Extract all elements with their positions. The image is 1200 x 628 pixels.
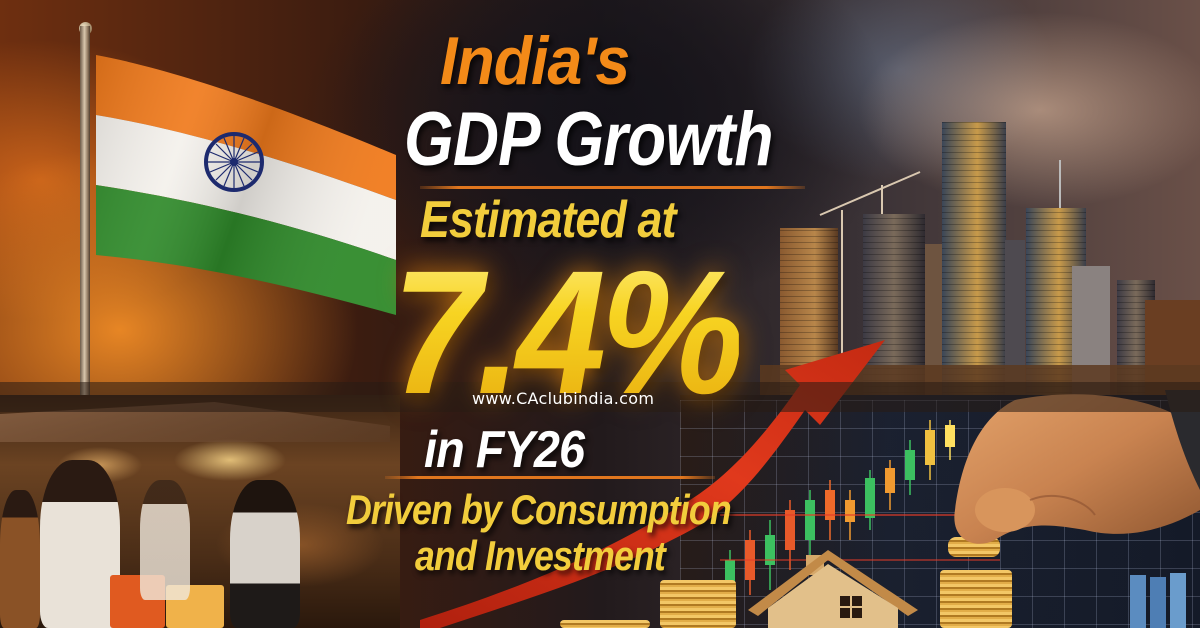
shopper-figure xyxy=(140,480,190,600)
shopper-figure xyxy=(0,490,40,628)
shopper-figure xyxy=(230,480,300,628)
shopper-figure xyxy=(40,460,120,628)
coin-stack xyxy=(560,620,650,628)
house-model-image xyxy=(748,550,918,628)
blue-bar-chart-image xyxy=(1130,573,1186,628)
flagpole xyxy=(80,26,90,406)
rising-red-arrow-icon xyxy=(420,340,885,628)
indian-flag-image xyxy=(96,55,396,315)
coin-stack xyxy=(660,580,736,628)
watermark-band xyxy=(0,382,1200,412)
coin-stack xyxy=(940,570,1012,628)
hand-placing-coin-image xyxy=(954,390,1200,544)
